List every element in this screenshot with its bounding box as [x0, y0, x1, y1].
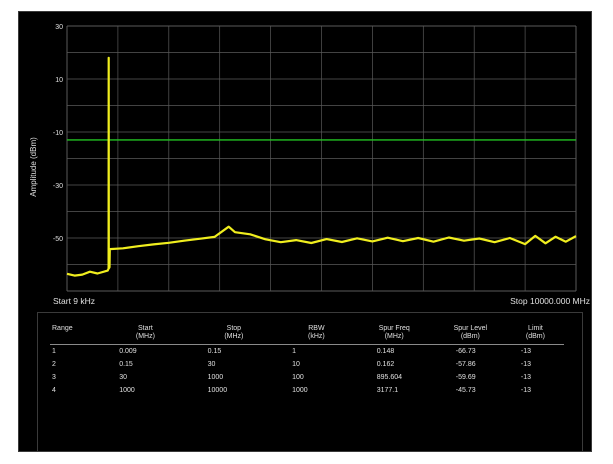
table-row: 1 0.009 0.15 1 0.148 -66.73 -13: [50, 345, 564, 359]
header-rbw: RBW (kHz): [278, 323, 355, 345]
cell-rbw: 1000: [292, 387, 308, 394]
cell-start: 1000: [119, 387, 135, 394]
spectrum-trace: [66, 56, 577, 277]
cell-spur-freq: 3177.1: [376, 387, 399, 394]
header-stop: Stop (MHz): [189, 323, 279, 345]
spur-results-panel: Range Start (MHz) Stop (MHz) RBW (kHz): [37, 312, 583, 452]
header-range: Range: [50, 323, 102, 345]
cell-spur-level: -57.86: [455, 361, 476, 368]
table-row: 3 30 1000 100 895.604 -59.69 -13: [50, 371, 564, 384]
y-tick-label: 10: [55, 77, 63, 84]
cell-stop: 1000: [207, 374, 224, 381]
table-row: 4 1000 10000 1000 3177.1 -45.73 -13: [50, 384, 564, 397]
start-frequency-label: Start 9 kHz: [53, 296, 95, 306]
cell-range: 1: [52, 348, 56, 355]
cell-stop: 10000: [207, 387, 228, 394]
header-spur-freq: Spur Freq (MHz): [354, 323, 434, 345]
cell-spur-freq: 895.604: [376, 374, 403, 381]
header-limit: Limit (dBm): [506, 323, 564, 345]
y-tick-label: 30: [55, 24, 63, 31]
table-header-row: Range Start (MHz) Stop (MHz) RBW (kHz): [50, 323, 564, 345]
cell-spur-level: -66.73: [455, 348, 476, 355]
cell-rbw: 1: [292, 348, 297, 355]
y-tick-label: -10: [53, 130, 63, 137]
cell-spur-freq: 0.148: [376, 348, 395, 355]
y-axis-label: Amplitude (dBm): [29, 137, 38, 197]
spectrum-chart: 30 10 -10 -30 -50 Amplitude (dBm) Start 9 kH…: [29, 24, 590, 306]
spur-results-table: Range Start (MHz) Stop (MHz) RBW (kHz): [50, 323, 564, 397]
header-spur-level: Spur Level (dBm): [433, 323, 507, 345]
cell-rbw: 100: [292, 374, 304, 381]
header-start: Start (MHz): [101, 323, 190, 345]
y-axis-ticks: 30 10 -10 -30 -50: [53, 24, 63, 243]
cell-start: 0.15: [119, 361, 133, 368]
cell-spur-level: -59.69: [455, 374, 476, 381]
stop-frequency-label: Stop 10000.000 MHz: [510, 296, 590, 306]
cell-limit: -13: [520, 387, 532, 394]
cell-limit: -13: [520, 374, 532, 381]
cell-range: 4: [52, 387, 56, 394]
cell-limit: -13: [520, 348, 532, 355]
cell-range: 3: [52, 374, 56, 381]
spectrum-analyzer-frame: 30 10 -10 -30 -50 Amplitude (dBm) Start 9 kH…: [18, 11, 592, 452]
cell-range: 2: [52, 361, 56, 368]
chart-grid: [66, 25, 577, 292]
y-tick-label: -30: [53, 183, 63, 190]
cell-spur-level: -45.73: [455, 387, 476, 394]
cell-stop: 30: [207, 361, 216, 368]
cell-start: 30: [119, 374, 127, 381]
cell-stop: 0.15: [207, 348, 222, 355]
cell-limit: -13: [520, 361, 532, 368]
y-tick-label: -50: [53, 236, 63, 243]
table-row: 2 0.15 30 10 0.162 -57.86 -13: [50, 358, 564, 371]
cell-start: 0.009: [119, 348, 137, 355]
cell-spur-freq: 0.162: [376, 361, 395, 368]
cell-rbw: 10: [292, 361, 300, 368]
